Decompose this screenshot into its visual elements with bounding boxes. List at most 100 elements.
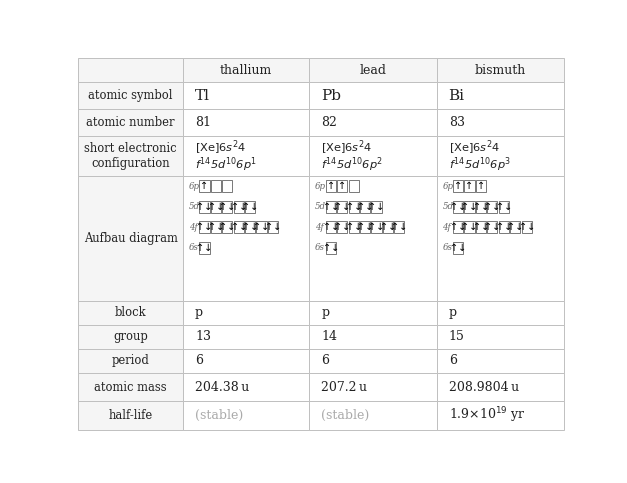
Bar: [337, 221, 347, 233]
Text: 81: 81: [195, 116, 211, 129]
Bar: [78, 401, 183, 430]
Text: bismuth: bismuth: [475, 63, 526, 76]
Text: ↑: ↑: [454, 181, 462, 191]
Text: ↑↓: ↑↓: [380, 222, 396, 232]
Bar: [371, 201, 382, 213]
Bar: [371, 221, 382, 233]
Text: ↑↓: ↑↓: [369, 222, 384, 232]
Text: ↑↓: ↑↓: [253, 222, 270, 232]
Bar: [453, 221, 463, 233]
Bar: [211, 180, 221, 192]
Text: ↑: ↑: [327, 181, 335, 191]
Bar: [325, 180, 336, 192]
Bar: [211, 201, 221, 213]
Text: ↑↓: ↑↓: [323, 242, 339, 253]
Bar: [436, 325, 564, 349]
Bar: [337, 201, 347, 213]
Bar: [476, 180, 486, 192]
Text: ↑↓: ↑↓: [450, 222, 466, 232]
Bar: [383, 221, 393, 233]
Text: 83: 83: [449, 116, 465, 129]
Text: ↑↓: ↑↓: [196, 242, 213, 253]
Text: ↑↓: ↑↓: [473, 202, 489, 212]
Text: ↑↓: ↑↓: [357, 222, 373, 232]
Bar: [436, 401, 564, 430]
Text: 5d: 5d: [189, 202, 199, 211]
Bar: [234, 201, 244, 213]
Bar: [476, 221, 486, 233]
Bar: [349, 221, 359, 233]
Text: Pb: Pb: [322, 89, 341, 102]
Bar: [436, 300, 564, 325]
Bar: [309, 136, 436, 176]
Bar: [309, 109, 436, 136]
Bar: [309, 373, 436, 401]
Bar: [183, 136, 309, 176]
Text: ↑↓: ↑↓: [450, 202, 466, 212]
Text: ↑↓: ↑↓: [323, 202, 339, 212]
Text: ↑↓: ↑↓: [208, 202, 224, 212]
Bar: [211, 221, 221, 233]
Text: ↑↓: ↑↓: [473, 222, 489, 232]
Bar: [78, 349, 183, 373]
Bar: [453, 180, 463, 192]
Text: ↑↓: ↑↓: [484, 222, 500, 232]
Bar: [349, 180, 359, 192]
Bar: [453, 242, 463, 254]
Bar: [436, 58, 564, 82]
Bar: [436, 349, 564, 373]
Text: short electronic
configuration: short electronic configuration: [84, 142, 177, 170]
Text: Bi: Bi: [449, 89, 465, 102]
Text: 4f: 4f: [189, 223, 198, 232]
Bar: [510, 221, 520, 233]
Bar: [436, 136, 564, 176]
Text: p: p: [449, 306, 457, 319]
Text: Tl: Tl: [195, 89, 210, 102]
Text: ↑↓: ↑↓: [450, 242, 466, 253]
Text: ↑↓: ↑↓: [323, 222, 339, 232]
Text: 6s: 6s: [442, 243, 452, 252]
Text: $f^{14}\mathregular{5}d^{10}\mathregular{6}p^3$: $f^{14}\mathregular{5}d^{10}\mathregular…: [449, 155, 511, 173]
Text: ↑↓: ↑↓: [496, 202, 512, 212]
Bar: [465, 221, 475, 233]
Text: 6p: 6p: [189, 182, 199, 191]
Text: ↑↓: ↑↓: [242, 202, 258, 212]
Text: ↑: ↑: [201, 181, 209, 191]
Bar: [436, 176, 564, 300]
Bar: [78, 109, 183, 136]
Bar: [183, 82, 309, 109]
Bar: [309, 58, 436, 82]
Text: ↑: ↑: [465, 181, 473, 191]
Text: half-life: half-life: [108, 409, 153, 422]
Text: ↑↓: ↑↓: [461, 202, 478, 212]
Bar: [78, 325, 183, 349]
Text: 5d: 5d: [442, 202, 453, 211]
Text: ↑: ↑: [477, 181, 485, 191]
Text: ↑↓: ↑↓: [461, 222, 478, 232]
Bar: [465, 180, 475, 192]
Bar: [78, 82, 183, 109]
Text: 5d: 5d: [315, 202, 326, 211]
Text: 204.38 u: 204.38 u: [195, 381, 250, 394]
Text: group: group: [113, 330, 148, 343]
Bar: [78, 176, 183, 300]
Text: ↑↓: ↑↓: [496, 222, 512, 232]
Text: (stable): (stable): [195, 409, 243, 422]
Text: ↑↓: ↑↓: [219, 222, 235, 232]
Bar: [78, 373, 183, 401]
Text: 4f: 4f: [442, 223, 451, 232]
Bar: [245, 201, 255, 213]
Text: 4f: 4f: [315, 223, 324, 232]
Text: 6s: 6s: [315, 243, 325, 252]
Bar: [394, 221, 404, 233]
Text: ↑↓: ↑↓: [242, 222, 258, 232]
Bar: [436, 109, 564, 136]
Bar: [436, 82, 564, 109]
Text: lead: lead: [359, 63, 386, 76]
Text: 6p: 6p: [442, 182, 453, 191]
Bar: [453, 201, 463, 213]
Text: ↑↓: ↑↓: [231, 202, 247, 212]
Text: block: block: [115, 306, 147, 319]
Bar: [360, 201, 370, 213]
Bar: [183, 401, 309, 430]
